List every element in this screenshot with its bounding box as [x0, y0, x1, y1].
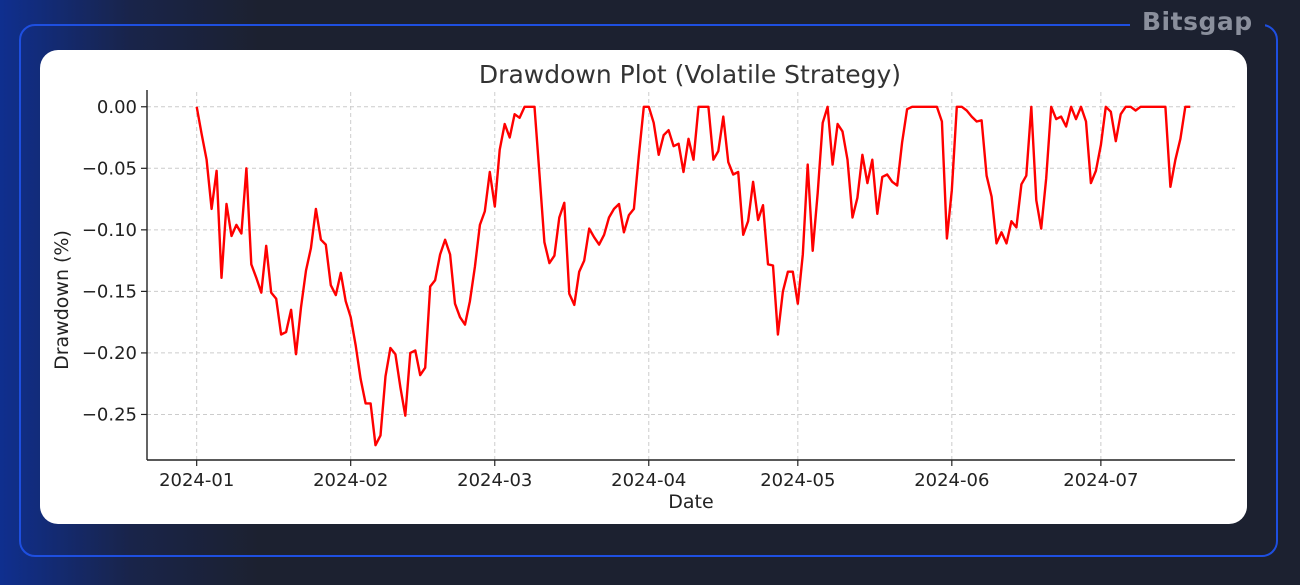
- x-tick-label: 2024-06: [914, 470, 989, 491]
- y-tick-label: −0.10: [82, 220, 137, 241]
- axis-layer: 0.00 −0.05 −0.10 −0.15 −0.20 −0.25 2024-01 2024…: [82, 90, 1235, 491]
- drawdown-chart: Drawdown Plot (Volatile Strategy) 0.00 −0…: [51, 60, 1235, 513]
- x-tick-label: 2024-05: [760, 470, 835, 491]
- y-tick-label: −0.25: [82, 404, 137, 425]
- chart-frame-border: [19, 24, 1278, 557]
- y-tick-label: −0.20: [82, 343, 137, 364]
- x-tick-label: 2024-07: [1063, 470, 1138, 491]
- chart-card: Drawdown Plot (Volatile Strategy) 0.00 −0…: [40, 50, 1247, 524]
- x-tick-label: 2024-02: [313, 470, 388, 491]
- x-tick-label: 2024-03: [457, 470, 532, 491]
- grid-layer: [147, 92, 1235, 460]
- y-tick-label: −0.05: [82, 158, 137, 179]
- chart-title: Drawdown Plot (Volatile Strategy): [479, 60, 901, 89]
- drawdown-series-line: [195, 105, 1191, 447]
- y-tick-label: 0.00: [97, 97, 137, 118]
- x-tick-label: 2024-04: [611, 470, 686, 491]
- x-axis-label: Date: [668, 491, 713, 513]
- y-tick-label: −0.15: [82, 281, 137, 302]
- bitsgap-logo: Bitsgap: [1130, 5, 1265, 39]
- x-tick-label: 2024-01: [159, 470, 234, 491]
- y-axis-label: Drawdown (%): [51, 230, 73, 370]
